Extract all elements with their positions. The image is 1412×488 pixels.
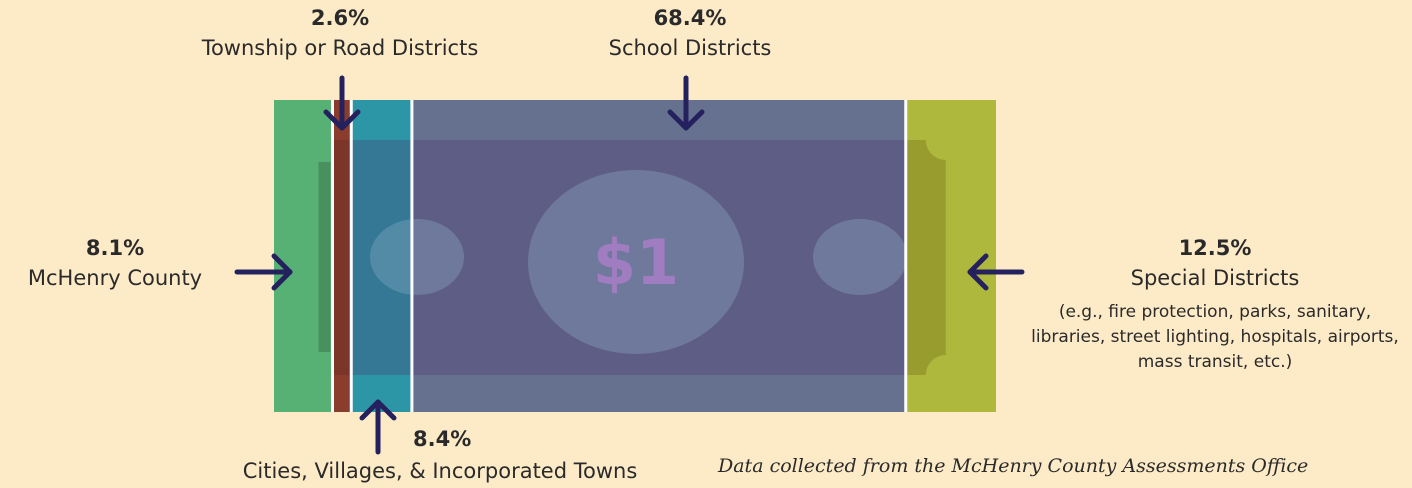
arrow-head	[271, 253, 293, 291]
segment-label: 8.1% McHenry County	[0, 233, 230, 293]
bill-detail	[905, 140, 946, 375]
annotation: (e.g., fire protection, parks, sanitary,…	[1031, 302, 1399, 372]
arrow-head	[323, 109, 361, 131]
percent-label: 8.4%	[413, 427, 472, 451]
bill-oval	[528, 170, 744, 354]
bill-segment	[905, 100, 996, 412]
source-note: Data collected from the McHenry County A…	[718, 455, 1309, 477]
category-label: Township or Road Districts	[201, 36, 479, 60]
arrow-head	[967, 253, 989, 291]
bill-segment	[351, 100, 412, 412]
category-label: Special Districts	[1130, 266, 1300, 290]
percent-label: 2.6%	[310, 6, 370, 30]
bill-segment	[332, 100, 352, 412]
bill-inner-band	[351, 140, 906, 375]
percent-label: 68.4%	[653, 6, 727, 30]
bill-segment	[411, 100, 906, 412]
bill-inner-band	[332, 140, 352, 375]
bill-label: $1	[593, 226, 679, 299]
bill-detail	[318, 162, 331, 352]
segment-label: 68.4% School Districts	[540, 3, 840, 63]
segment-divider	[349, 100, 353, 412]
bill-oval	[813, 219, 907, 295]
category-label: McHenry County	[27, 266, 203, 290]
segment-divider	[330, 100, 334, 412]
arrow-head	[359, 399, 397, 421]
segment-label: 2.6% Township or Road Districts	[160, 3, 520, 63]
percent-label: 8.1%	[85, 236, 145, 260]
segment-divider	[904, 100, 908, 412]
category-label: Cities, Villages, & Incorporated Towns	[242, 459, 638, 483]
category-label: School Districts	[608, 36, 772, 60]
arrow-head	[667, 109, 705, 131]
segment-divider	[410, 100, 414, 412]
bill-segment	[274, 100, 333, 412]
percent-label: 12.5%	[1178, 236, 1252, 260]
segment-label: 12.5% Special Districts	[1030, 233, 1400, 293]
bill-oval	[370, 219, 464, 295]
